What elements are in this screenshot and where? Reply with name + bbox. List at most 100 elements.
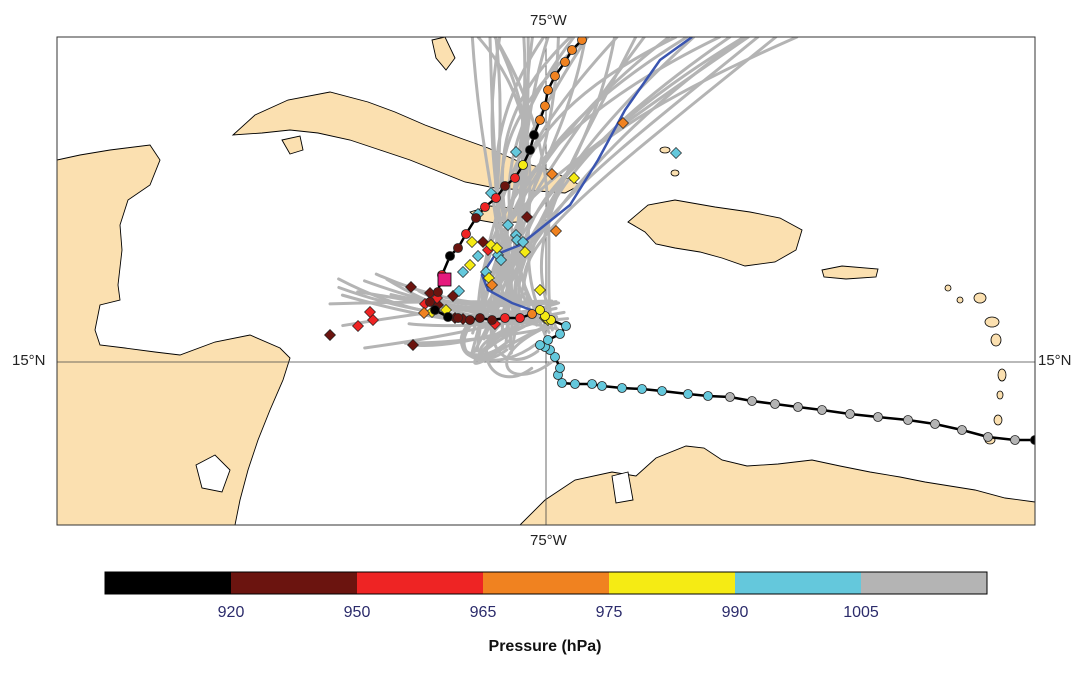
observed-position-marker [555, 363, 565, 373]
observed-position-marker [487, 315, 497, 325]
observed-position-marker [560, 57, 570, 67]
observed-position-marker [845, 409, 855, 419]
map-content [57, 37, 1035, 525]
observed-position-marker [535, 305, 545, 315]
ensemble-endpoint-marker [670, 147, 682, 159]
colorbar-segment [105, 572, 231, 594]
observed-position-marker [930, 419, 940, 429]
land-layer [57, 37, 1035, 525]
map-frame [56, 36, 1036, 526]
ensemble-track [505, 328, 553, 376]
ensemble-track [356, 290, 560, 331]
current-position-marker [437, 272, 452, 287]
observed-position-marker [445, 251, 455, 261]
observed-position-marker [443, 312, 453, 322]
observed-position-marker [637, 384, 647, 394]
ensemble-track [476, 37, 722, 324]
observed-position-marker [510, 173, 520, 183]
colorbar-tick-920: 920 [217, 604, 245, 621]
observed-position-marker [425, 297, 435, 307]
ensemble-track [328, 300, 557, 306]
colorbar-border [104, 571, 988, 595]
ensemble-track [403, 326, 553, 345]
land-hispaniola [627, 199, 803, 267]
colorbar-segment [483, 572, 609, 594]
observed-position-marker [555, 329, 565, 339]
land-lake-nicaragua [195, 454, 231, 493]
ensemble-endpoint-marker [534, 284, 546, 296]
lat-label-left: 15°N [12, 352, 46, 369]
pressure-colorbar [104, 571, 988, 595]
ensemble-endpoint-marker [521, 211, 533, 223]
observed-position-marker [570, 379, 580, 389]
observed-position-marker [983, 432, 993, 442]
observed-position-marker [518, 160, 528, 170]
ensemble-endpoint-marker [568, 172, 580, 184]
ensemble-mean-track [480, 37, 693, 317]
observed-position-marker [543, 335, 553, 345]
observed-position-marker [770, 399, 780, 409]
land-lake-maracaibo [611, 471, 634, 504]
observed-position-marker [430, 305, 440, 315]
observed-position-marker [529, 130, 539, 140]
observed-position-marker [515, 313, 525, 323]
observed-position-marker [567, 45, 577, 55]
ensemble-track [485, 309, 534, 379]
observed-position-marker [587, 379, 597, 389]
ensemble-endpoint-marker [491, 242, 503, 254]
ensemble-endpoint-marker [466, 236, 478, 248]
observed-position-marker [903, 415, 913, 425]
colorbar-segment [735, 572, 861, 594]
observed-position-marker [657, 386, 667, 396]
colorbar-tick-950: 950 [343, 604, 371, 621]
observed-position-marker [873, 412, 883, 422]
ensemble-endpoint-marker [510, 146, 522, 158]
observed-position-marker [683, 389, 693, 399]
observed-position-marker [471, 213, 481, 223]
ensemble-endpoint-marker [495, 254, 507, 266]
ensemble-endpoint-marker [617, 117, 629, 129]
ensemble-endpoint-marker [519, 246, 531, 258]
colorbar-tick-965: 965 [469, 604, 497, 621]
observed-position-marker [543, 85, 553, 95]
ensemble-endpoint-marker [472, 250, 484, 262]
observed-position-marker [957, 425, 967, 435]
ensemble-track [471, 37, 646, 335]
ensemble-endpoint-marker [407, 339, 419, 351]
land-central-america [57, 144, 291, 525]
colorbar-segment [861, 572, 987, 594]
observed-position-marker [480, 202, 490, 212]
colorbar-segment [231, 572, 357, 594]
observed-position-marker [550, 352, 560, 362]
ensemble-endpoint-marker [546, 168, 558, 180]
colorbar-segment [609, 572, 735, 594]
observed-position-marker [465, 315, 475, 325]
ensemble-endpoint-marker [486, 279, 498, 291]
ensemble-endpoint-marker [324, 329, 336, 341]
observed-position-marker [561, 321, 571, 331]
observed-position-marker [577, 37, 587, 45]
lon-label-bottom: 75°W [530, 532, 567, 549]
ensemble-endpoint-marker [457, 266, 469, 278]
observed-position-marker [817, 405, 827, 415]
observed-position-marker [617, 383, 627, 393]
observed-position-marker [557, 378, 567, 388]
ensemble-endpoint-marker [517, 236, 529, 248]
ensemble-endpoint-marker [453, 285, 465, 297]
observed-position-marker [453, 313, 463, 323]
ensemble-endpoint-marker [502, 219, 514, 231]
observed-position-marker [725, 392, 735, 402]
observed-position-marker [747, 396, 757, 406]
observed-position-marker [475, 313, 485, 323]
ensemble-endpoint-marker [364, 306, 376, 318]
observed-position-marker [500, 181, 510, 191]
observed-position-marker [535, 115, 545, 125]
observed-position-marker [525, 145, 535, 155]
observed-position-marker [433, 287, 443, 297]
observed-position-marker [793, 402, 803, 412]
ensemble-track [494, 37, 546, 327]
ensemble-endpoint-marker [418, 307, 430, 319]
colorbar-segment [357, 572, 483, 594]
land-puerto-rico [821, 265, 879, 280]
